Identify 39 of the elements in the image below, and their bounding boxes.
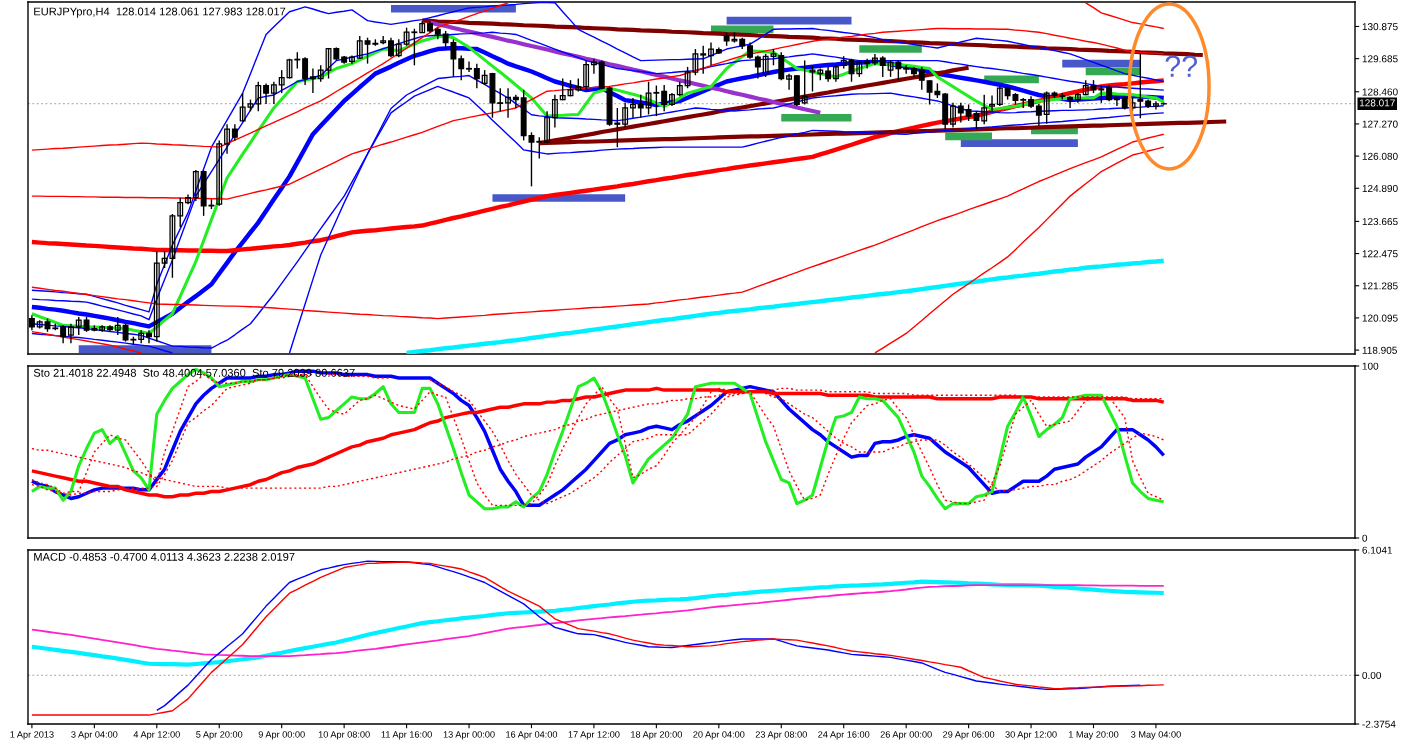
- x-tick-label: 3 May 04:00: [1131, 731, 1181, 740]
- x-tick-label: 17 Apr 12:00: [568, 731, 620, 740]
- ref-line-label: 128.017: [1359, 99, 1395, 107]
- annotation: ??: [1165, 55, 1198, 77]
- y-tick-label: 100: [1362, 362, 1379, 370]
- x-tick-label: 23 Apr 08:00: [755, 731, 807, 740]
- x-tick-label: 24 Apr 16:00: [818, 731, 870, 740]
- x-tick-label: 13 Apr 00:00: [443, 731, 495, 740]
- y-tick-label: 127.270: [1362, 120, 1398, 128]
- chart-title: MACD -0.4853 -0.4700 4.0113 4.3623 2.2238 2.0197: [34, 552, 295, 561]
- y-tick-label: -2.3754: [1362, 720, 1396, 728]
- x-tick-label: 4 Apr 12:00: [133, 731, 180, 740]
- x-tick-label: 29 Apr 06:00: [943, 731, 995, 740]
- y-tick-label: 0.00: [1362, 671, 1382, 679]
- x-tick-label: 9 Apr 00:00: [258, 731, 305, 740]
- y-tick-label: 120.095: [1362, 314, 1398, 322]
- y-tick-label: 122.475: [1362, 250, 1398, 258]
- y-tick-label: 6.1041: [1362, 546, 1393, 554]
- y-tick-label: 129.685: [1362, 55, 1398, 63]
- x-tick-label: 5 Apr 20:00: [196, 731, 243, 740]
- x-tick-label: 3 Apr 04:00: [71, 731, 118, 740]
- y-tick-label: 0: [1362, 534, 1368, 542]
- y-tick-label: 121.285: [1362, 282, 1398, 290]
- x-tick-label: 20 Apr 04:00: [693, 731, 745, 740]
- y-tick-label: 118.905: [1362, 346, 1397, 354]
- x-tick-label: 1 May 20:00: [1068, 731, 1119, 740]
- chart-title: EURJPYpro,H4 128.014 128.061 127.983 128.017: [34, 7, 286, 18]
- x-tick-label: 16 Apr 04:00: [506, 731, 558, 740]
- x-tick-label: 11 Apr 16:00: [381, 731, 432, 740]
- y-tick-label: 128.460: [1362, 88, 1398, 96]
- x-tick-label: 10 Apr 08:00: [318, 731, 370, 740]
- y-tick-label: 126.080: [1362, 152, 1398, 160]
- x-tick-label: 18 Apr 20:00: [631, 731, 683, 740]
- y-tick-label: 124.890: [1362, 184, 1398, 192]
- x-tick-label: 1 Apr 2013: [10, 731, 54, 740]
- y-tick-label: 123.665: [1362, 218, 1398, 226]
- x-tick-label: 30 Apr 12:00: [1005, 731, 1057, 740]
- x-tick-label: 26 Apr 00:00: [880, 731, 932, 740]
- y-tick-label: 130.875: [1362, 23, 1398, 31]
